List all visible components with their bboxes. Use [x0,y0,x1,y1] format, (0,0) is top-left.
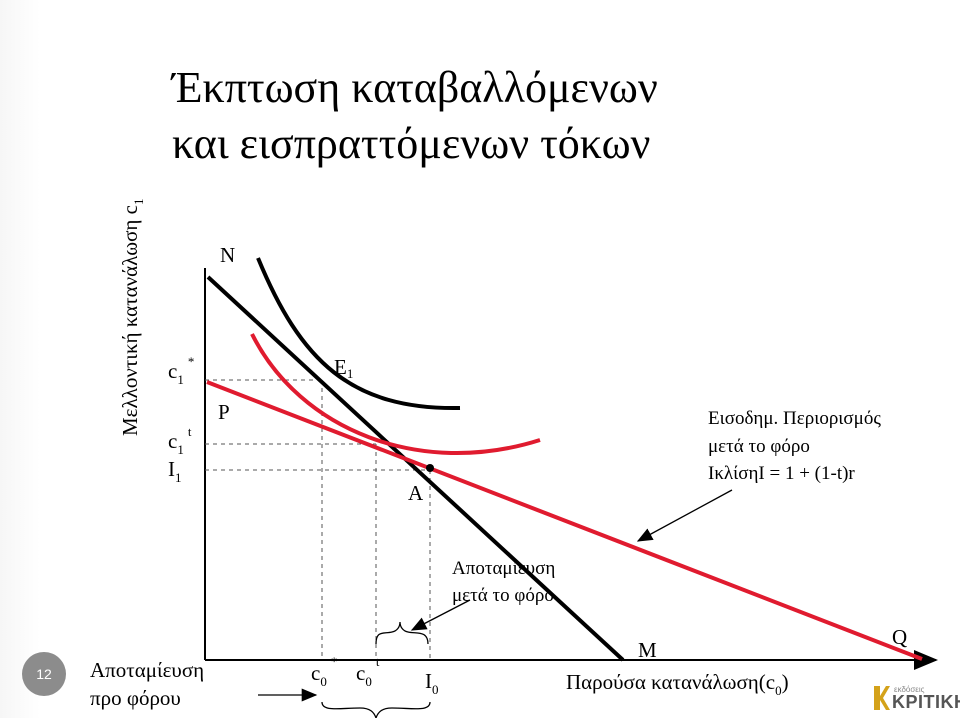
tick-c1-star: c1* [168,354,194,387]
tick-c0-star: c0* [311,654,337,689]
logo-small-text: εκδόσεις [894,685,925,694]
saving-pre-tax-line-1: Αποταμίευση [90,658,205,682]
saving-pre-tax-line-2: προ φόρου [90,686,181,710]
budget-annotation-arrow [636,489,733,542]
label-point-m: M [638,638,657,662]
publisher-logo: εκδόσεις ΚΡΙΤΙΚΗ [872,684,960,714]
saving-after-tax-line-1: Αποταμίευση [452,558,555,579]
title-line-1: Έκπτωση καταβαλλόμενων [172,63,658,112]
slide-title: Έκπτωση καταβαλλόμενων και εισπραττόμενω… [172,60,912,172]
guide-lines [205,379,431,660]
budget-annotation-line-3: ΙκλίσηΙ = 1 + (1-t)r [708,463,855,484]
x-axis-title: Παρούσα κατανάλωση(c0) [566,670,789,698]
tick-I1: I1 [168,457,182,485]
budget-line-after-tax [206,380,923,661]
tick-c0-t: c0t [356,654,380,689]
point-a-dot [426,464,434,472]
label-point-p: P [218,400,230,424]
tick-I0: I0 [425,669,439,697]
y-axis-title: Μελλοντική κατανάλωση c1 [118,199,146,436]
slide-number-badge: 12 [22,652,66,696]
saving-after-tax-arrow [410,599,471,631]
label-point-q: Q [892,625,907,649]
logo-mark-icon [874,686,890,710]
indifference-curve-black [256,257,461,411]
brace-saving-pre-tax [321,701,431,718]
budget-line-pre-tax [206,275,625,662]
label-point-n: N [220,243,235,267]
budget-annotation-line-1: Εισοδημ. Περιορισμός [708,408,881,429]
saving-after-tax-line-2: μετά το φόρο [452,585,554,606]
indifference-curve-red [250,333,541,455]
label-point-e1: E1 [334,355,353,381]
tick-c1-t: c1t [168,424,192,457]
logo-big-text: ΚΡΙΤΙΚΗ [892,692,960,712]
budget-annotation-line-2: μετά το φόρο [708,436,810,457]
label-point-a: A [408,481,424,505]
brace-saving-after-tax [375,621,429,645]
title-line-2: και εισπραττόμενων τόκων [172,119,651,168]
